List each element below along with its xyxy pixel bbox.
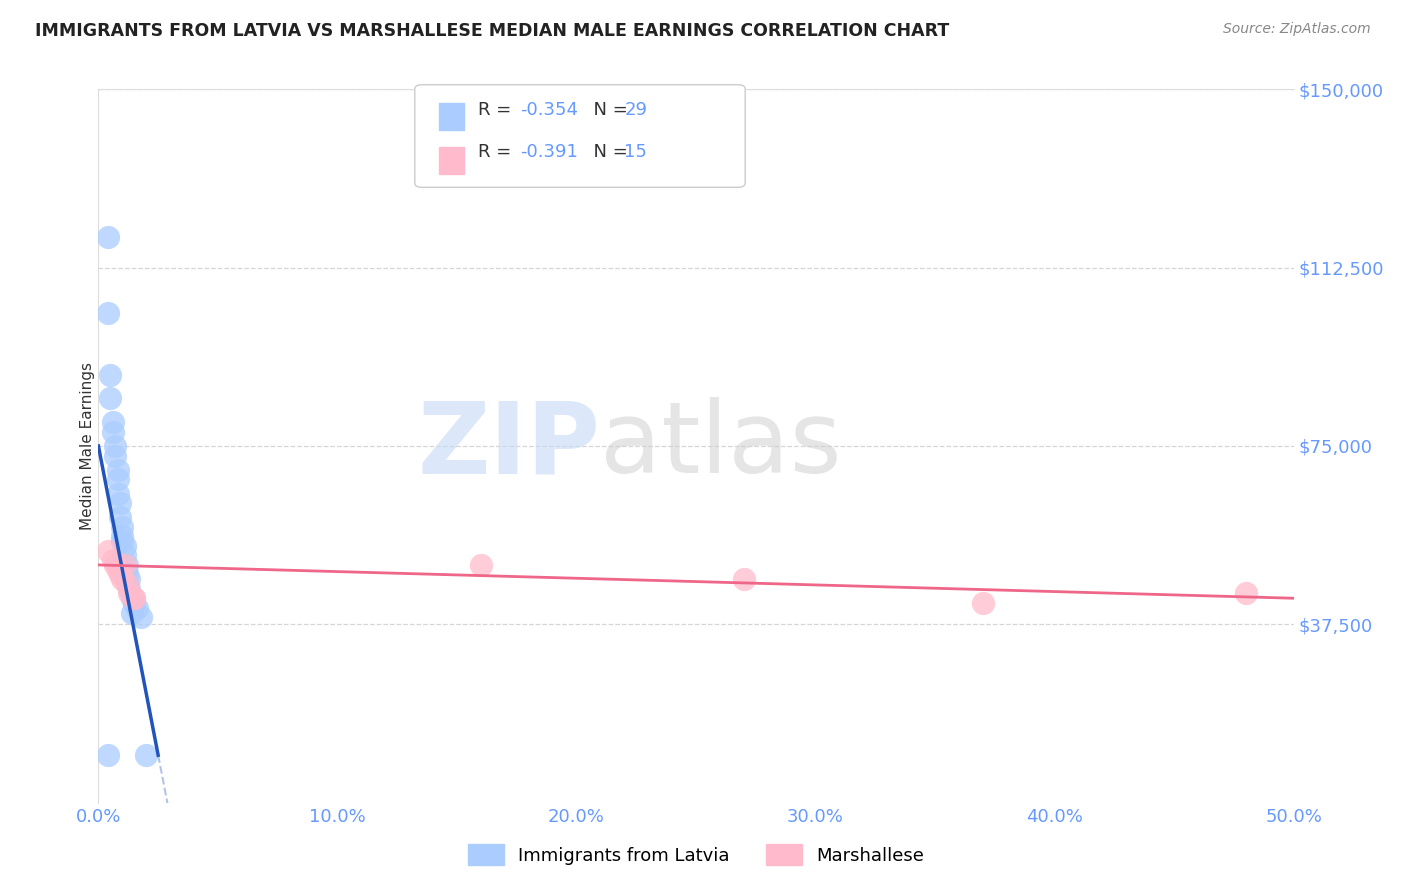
- Point: [104, 449, 127, 463]
- Point: [115, 567, 138, 582]
- Point: [108, 510, 131, 524]
- Point: [101, 553, 124, 567]
- Text: R =: R =: [478, 143, 517, 161]
- Point: [97, 306, 120, 320]
- Point: [114, 558, 136, 572]
- Text: IMMIGRANTS FROM LATVIA VS MARSHALLESE MEDIAN MALE EARNINGS CORRELATION CHART: IMMIGRANTS FROM LATVIA VS MARSHALLESE ME…: [35, 22, 949, 40]
- Point: [107, 486, 129, 500]
- Point: [107, 563, 129, 577]
- Text: 15: 15: [624, 143, 647, 161]
- Point: [107, 472, 129, 486]
- Text: 29: 29: [624, 101, 647, 119]
- Point: [121, 591, 143, 606]
- Text: atlas: atlas: [600, 398, 842, 494]
- Point: [111, 534, 134, 549]
- Point: [104, 439, 127, 453]
- Legend: Immigrants from Latvia, Marshallese: Immigrants from Latvia, Marshallese: [460, 837, 932, 872]
- Point: [125, 600, 148, 615]
- Point: [118, 572, 141, 586]
- Point: [107, 463, 129, 477]
- Point: [111, 529, 134, 543]
- Point: [131, 610, 153, 624]
- Point: [115, 558, 138, 572]
- Point: [733, 572, 755, 586]
- Text: Source: ZipAtlas.com: Source: ZipAtlas.com: [1223, 22, 1371, 37]
- Point: [104, 558, 127, 572]
- Text: ZIP: ZIP: [418, 398, 600, 494]
- Text: -0.354: -0.354: [520, 101, 578, 119]
- Point: [124, 591, 146, 606]
- Text: N =: N =: [582, 143, 634, 161]
- Point: [101, 415, 124, 429]
- Point: [111, 520, 134, 534]
- Point: [98, 368, 122, 382]
- Text: -0.391: -0.391: [520, 143, 578, 161]
- Point: [114, 549, 136, 563]
- Text: R =: R =: [478, 101, 517, 119]
- Point: [135, 748, 157, 763]
- Point: [124, 596, 146, 610]
- Point: [1234, 586, 1257, 600]
- Point: [118, 586, 141, 600]
- Point: [101, 425, 124, 439]
- Text: N =: N =: [582, 101, 634, 119]
- Point: [115, 577, 138, 591]
- Point: [124, 591, 146, 606]
- Point: [97, 543, 120, 558]
- Point: [121, 606, 143, 620]
- Point: [111, 572, 134, 586]
- Point: [97, 748, 120, 763]
- Point: [972, 596, 994, 610]
- Point: [114, 539, 136, 553]
- Y-axis label: Median Male Earnings: Median Male Earnings: [80, 362, 94, 530]
- Point: [98, 392, 122, 406]
- Point: [470, 558, 492, 572]
- Point: [108, 567, 131, 582]
- Point: [97, 229, 120, 244]
- Point: [118, 582, 141, 596]
- Point: [108, 496, 131, 510]
